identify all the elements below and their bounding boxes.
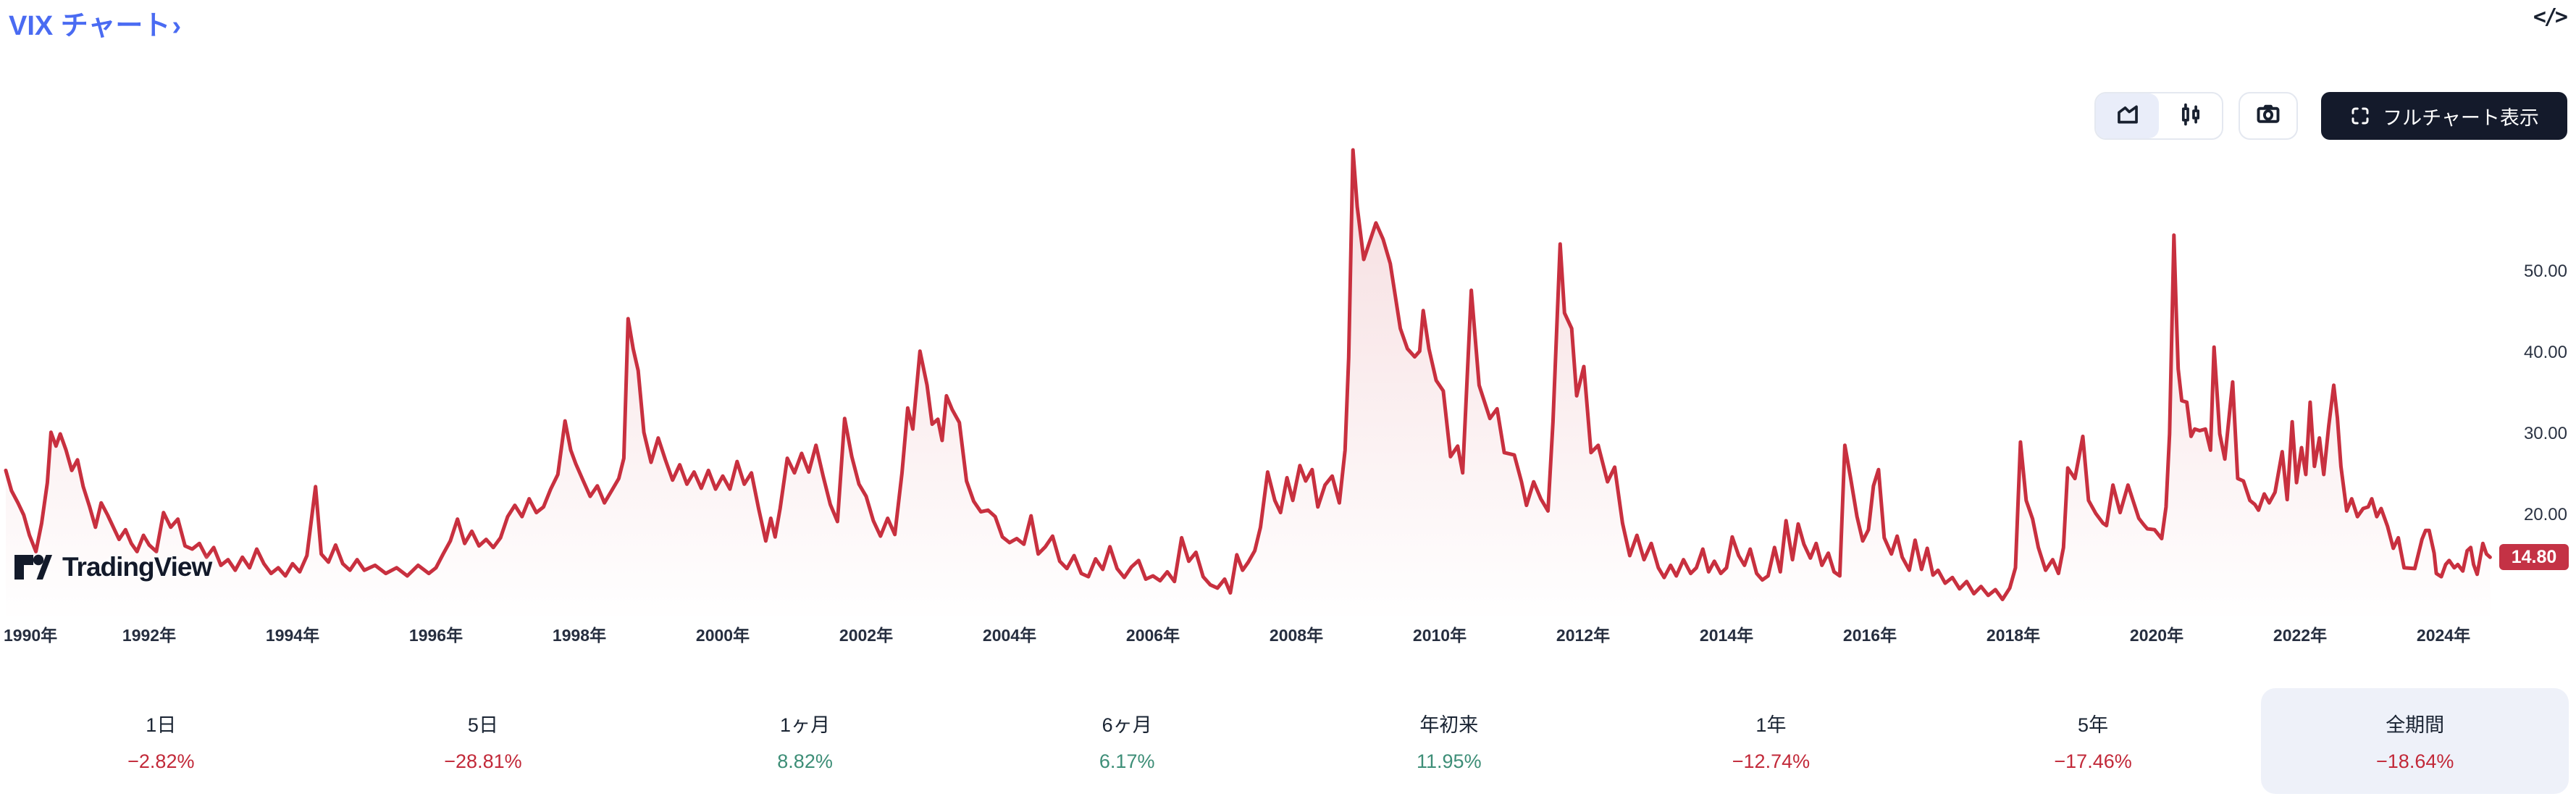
period-item[interactable]: 5日 −28.81% [330,688,637,794]
chevron-right-icon: › [172,11,182,41]
period-change-value: 8.82% [777,750,833,772]
full-chart-button[interactable]: フルチャート表示 [2321,92,2567,140]
period-stats-row: 1日 −2.82% 5日 −28.81% 1ヶ月 8.82% 6ヶ月 6.17%… [0,687,2576,795]
chart-type-area-button[interactable] [2096,93,2159,138]
y-axis-label: 20.00 [2523,505,2567,524]
period-change-value: −17.46% [2054,750,2132,772]
chart-area-fill [6,150,2491,622]
period-label: 5日 [467,714,498,736]
x-axis-label: 2020年 [2129,626,2184,645]
period-change-value: −18.64% [2376,750,2454,772]
x-axis-label: 2018年 [1986,626,2041,645]
period-change-value: 6.17% [1099,750,1155,772]
x-axis-label: 2012年 [1556,626,1611,645]
y-axis-label: 40.00 [2523,343,2567,362]
x-axis-label: 2004年 [982,626,1037,645]
x-axis-label: 2022年 [2273,626,2328,645]
x-axis-label: 1994年 [265,626,320,645]
period-change-value: −2.82% [127,750,195,772]
tradingview-logo-icon [13,549,54,585]
x-axis-label: 2016年 [1842,626,1897,645]
x-axis-label: 2024年 [2416,626,2471,645]
x-axis-label: 2010年 [1412,626,1467,645]
period-item[interactable]: 1ヶ月 8.82% [651,688,959,794]
area-chart-icon [2115,102,2140,130]
tradingview-attribution[interactable]: TradingView [13,549,212,585]
period-label: 全期間 [2386,714,2445,736]
x-axis-label: 1998年 [552,626,607,645]
x-axis-label: 1992年 [122,626,177,645]
period-item[interactable]: 6ヶ月 6.17% [973,688,1281,794]
period-item[interactable]: 全期間 −18.64% [2261,688,2569,794]
fullscreen-icon [2349,105,2371,127]
period-change-value: 11.95% [1417,750,1482,772]
page-title: VIX チャート [9,11,171,41]
period-label: 1ヶ月 [780,714,831,736]
page-title-link[interactable]: VIX チャート› [9,3,181,43]
x-axis-label: 1996年 [408,626,463,645]
chart-type-segmented-control [2094,92,2223,140]
snapshot-button[interactable] [2239,92,2298,140]
period-label: 6ヶ月 [1102,714,1152,736]
period-label: 5年 [2078,714,2109,736]
x-axis-label: 2006年 [1125,626,1180,645]
period-label: 1年 [1755,714,1787,736]
embed-code-icon[interactable]: </> [2533,4,2568,30]
x-axis-label: 1990年 [4,626,58,645]
x-axis-label: 2014年 [1699,626,1754,645]
period-label: 1日 [146,714,177,736]
period-item[interactable]: 5年 −17.46% [1939,688,2247,794]
x-axis-label: 2008年 [1269,626,1324,645]
chart-type-candles-button[interactable] [2159,93,2222,138]
x-axis-label: 2000年 [695,626,750,645]
period-label: 年初来 [1419,714,1479,736]
period-change-value: −12.74% [1732,750,1811,772]
last-price-badge: 14.80 [2499,544,2569,570]
full-chart-button-label: フルチャート表示 [2383,106,2539,129]
x-axis-label: 2002年 [839,626,894,645]
period-change-value: −28.81% [444,750,522,772]
period-item[interactable]: 1年 −12.74% [1617,688,1925,794]
period-item[interactable]: 年初来 11.95% [1296,688,1603,794]
chart-line [4,148,2492,601]
candlestick-icon [2178,102,2203,130]
period-item[interactable]: 1日 −2.82% [7,688,315,794]
y-axis-label: 30.00 [2523,424,2567,443]
camera-icon [2255,101,2281,131]
tradingview-wordmark: TradingView [62,552,212,582]
y-axis-label: 50.00 [2523,262,2567,281]
